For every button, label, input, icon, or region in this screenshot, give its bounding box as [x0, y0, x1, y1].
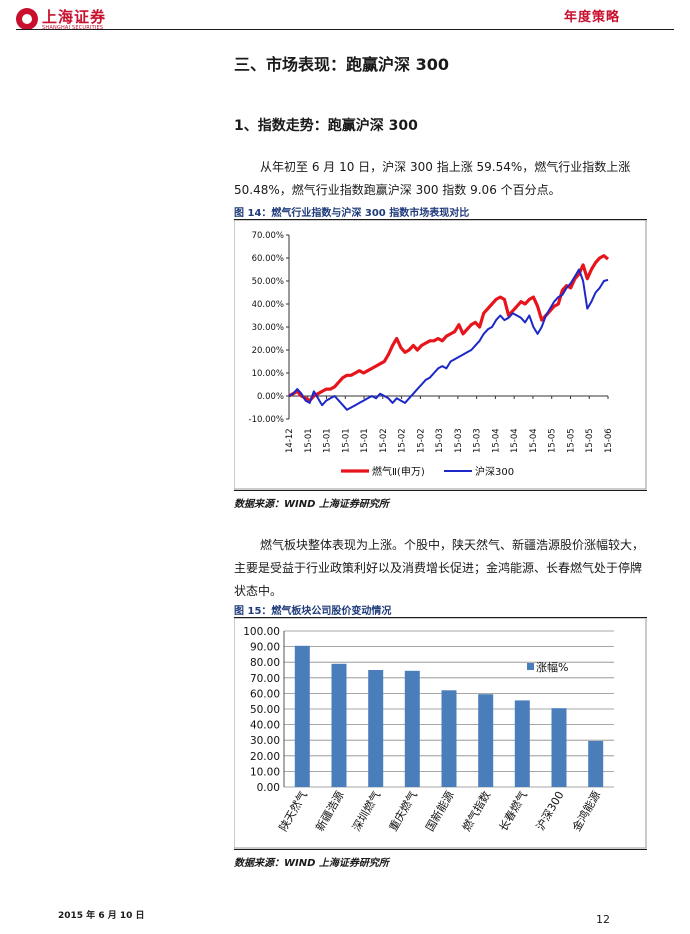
figure-15-bottom-rule: [234, 849, 647, 850]
y-tick-label: 80.00: [250, 657, 280, 669]
y-tick-label: 30.00%: [252, 323, 284, 333]
x-tick-label: 15-01: [323, 428, 333, 453]
page-number: 12: [596, 913, 610, 926]
x-tick-label: 14-12: [285, 428, 295, 453]
y-tick-label: 0.00: [257, 782, 280, 794]
y-tick-label: 60.00%: [252, 254, 284, 264]
figure-14-line-chart: 70.00% 60.00% 50.00% 40.00% 30.00% 20.00% 10.0…: [234, 220, 647, 490]
bar: [441, 690, 457, 787]
series-line-hs300: [288, 268, 609, 411]
x-tick-label: 15-03: [473, 428, 483, 453]
bar: [404, 670, 420, 787]
x-tick-label: 15-02: [416, 428, 426, 453]
legend-label: 燃气Ⅱ(申万): [372, 465, 425, 478]
y-tick-label: 10.00%: [252, 369, 284, 379]
y-tick-label: 50.00: [250, 704, 280, 716]
x-tick-label: 15-04: [510, 428, 520, 453]
y-tick-label: 90.00: [250, 642, 280, 654]
figure-15-bar-chart: 100.00 90.00 80.00 70.00 60.00 50.00 40.00 30.0…: [234, 618, 647, 849]
bar: [514, 700, 530, 787]
series-line-gas: [288, 254, 610, 403]
bar: [551, 708, 567, 787]
logo-text: 上海证券: [42, 8, 107, 26]
legend-swatch: [527, 663, 534, 670]
company-logo: 上海证券 SHANGHAI SECURITIES: [16, 6, 124, 36]
x-tick-label: 15-05: [585, 428, 595, 453]
y-tick-label: 0.00%: [257, 392, 284, 402]
footer-date: 2015 年 6 月 10 日: [58, 911, 145, 921]
x-tick-label: 15-06: [604, 428, 614, 453]
x-tick-label: 15-01: [304, 428, 314, 453]
figure-15-source: 数据来源：WIND 上海证券研究所: [234, 858, 389, 869]
logo-icon: [16, 8, 38, 30]
y-tick-label: 30.00: [250, 735, 280, 747]
y-tick-label: 40.00: [250, 720, 280, 732]
y-tick-label: 70.00%: [252, 231, 284, 241]
figure-14-bottom-rule: [234, 490, 647, 491]
paragraph-index-trend: 从年初至 6 月 10 日，沪深 300 指上涨 59.54%，燃气行业指数上涨…: [234, 160, 631, 197]
y-tick-label: 60.00: [250, 688, 280, 700]
bar: [368, 670, 384, 787]
x-tick-label: 15-02: [379, 428, 389, 453]
x-tick-label: 15-02: [398, 428, 408, 453]
x-tick-label: 15-05: [566, 428, 576, 453]
legend-label: 涨幅%: [536, 661, 568, 674]
chart-frame: [234, 220, 647, 490]
y-tick-label: 70.00: [250, 673, 280, 685]
x-tick-label: 15-05: [548, 428, 558, 453]
figure-14-caption: 图 14：燃气行业指数与沪深 300 指数市场表现对比: [234, 208, 470, 219]
y-tick-label: 50.00%: [252, 277, 284, 287]
x-tick-label: 15-04: [491, 428, 501, 453]
figure-15-caption: 图 15：燃气板块公司股价变动情况: [234, 606, 392, 617]
y-tick-label: 10.00: [250, 766, 280, 778]
bar: [588, 741, 604, 787]
x-tick-label: 15-01: [341, 428, 351, 453]
figure-14-source: 数据来源：WIND 上海证券研究所: [234, 499, 389, 510]
x-tick-label: 15-03: [435, 428, 445, 453]
bar: [331, 663, 347, 787]
subsection-title: 1、指数走势：跑赢沪深 300: [234, 118, 418, 134]
bar: [294, 645, 310, 787]
header-divider: [16, 29, 674, 30]
y-tick-label: 40.00%: [252, 300, 284, 310]
y-tick-label: -10.00%: [249, 415, 284, 425]
y-tick-label: 20.00%: [252, 346, 284, 356]
x-tick-label: 15-04: [529, 428, 539, 453]
legend-label: 沪深300: [475, 465, 514, 478]
y-tick-label: 20.00: [250, 751, 280, 763]
logo-subtext: SHANGHAI SECURITIES: [42, 25, 104, 31]
x-tick-label: 15-01: [360, 428, 370, 453]
x-tick-label: 15-03: [454, 428, 464, 453]
report-type-title: 年度策略: [563, 10, 620, 25]
section-title: 三、市场表现：跑赢沪深 300: [234, 55, 449, 74]
y-tick-label: 100.00: [243, 626, 280, 638]
bar: [478, 694, 494, 787]
paragraph-sector-performance: 燃气板块整体表现为上涨。个股中，陕天然气、新疆浩源股价涨幅较大，主要是受益于行业…: [234, 538, 645, 598]
